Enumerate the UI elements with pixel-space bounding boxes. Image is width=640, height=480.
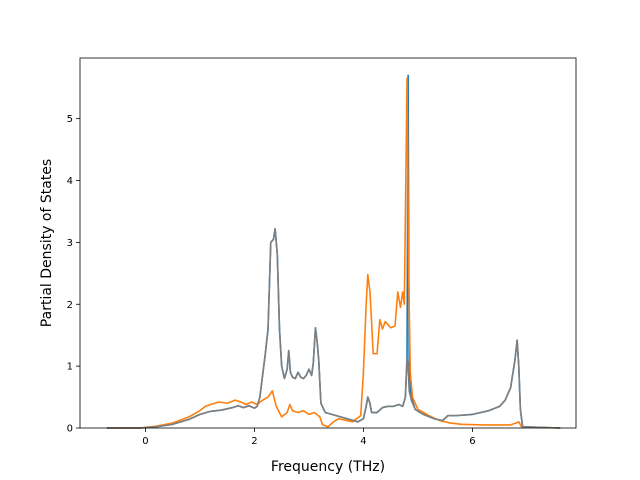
y-tick-label: 4 [67, 176, 73, 187]
series-layer [106, 74, 561, 429]
x-tick-label: 4 [360, 436, 366, 447]
x-axis-ticks: 0 2 4 6 [142, 428, 476, 447]
y-tick-label: 3 [67, 238, 73, 249]
y-tick-label: 2 [67, 300, 73, 311]
series-line-2 [106, 77, 561, 429]
plot-area [80, 58, 576, 428]
x-axis-label: Frequency (THz) [271, 459, 385, 475]
y-axis-ticks: 0 1 2 3 4 5 [67, 114, 80, 435]
series-line-3 [106, 227, 561, 429]
x-tick-label: 0 [142, 436, 148, 447]
y-tick-label: 1 [67, 362, 73, 373]
y-tick-label: 0 [67, 424, 73, 435]
plot-frame [79, 57, 577, 429]
y-axis-label: Partial Density of States [39, 159, 55, 327]
y-tick-label: 5 [67, 114, 73, 125]
x-tick-label: 6 [469, 436, 475, 447]
x-tick-label: 2 [251, 436, 257, 447]
